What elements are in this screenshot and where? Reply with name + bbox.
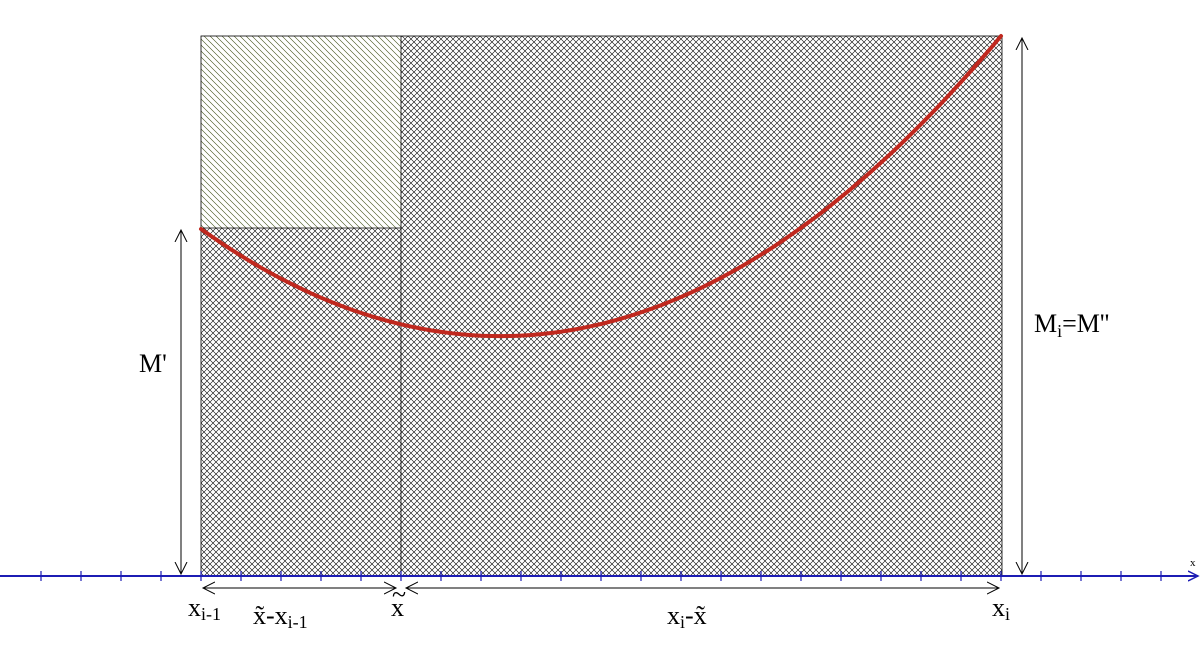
x-tilde-label: x — [391, 593, 404, 622]
right-width-label: xi-x̃ — [667, 601, 707, 632]
lower-left-cross-hatch — [201, 228, 401, 576]
function-curve — [199, 34, 1003, 339]
x-i-label: xi — [992, 593, 1010, 624]
left-width-label: x̃-xi-1 — [253, 601, 308, 632]
x-i-minus-1-label: xi-1 — [188, 593, 221, 624]
right-cross-hatch — [401, 36, 1002, 576]
x-axis-ticks — [40, 571, 1162, 581]
x-axis-label: x — [1190, 557, 1196, 569]
mi-label: Mi=M'' — [1034, 309, 1109, 341]
upper-left-diagonal-hatch — [201, 36, 401, 228]
x-tilde-mark: ~ — [392, 580, 406, 609]
m-prime-label: M' — [139, 349, 167, 378]
